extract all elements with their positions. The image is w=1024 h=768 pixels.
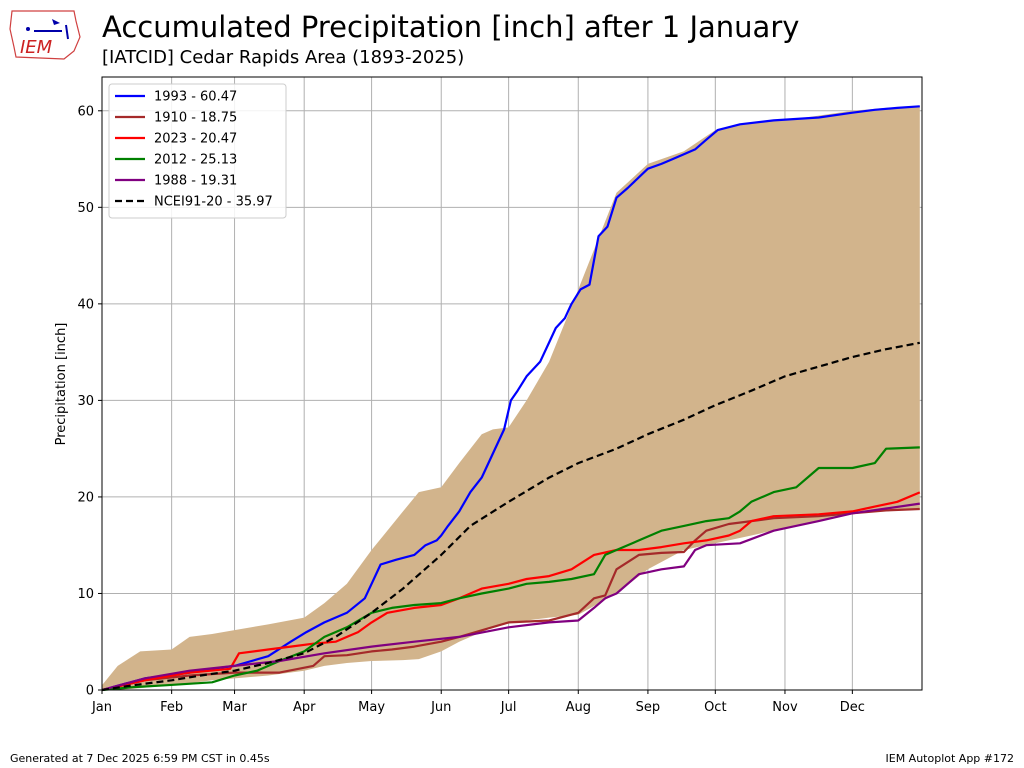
x-tick-label: Jun [430, 700, 451, 715]
x-tick-label: Jul [500, 700, 517, 715]
chart-subtitle: [IATCID] Cedar Rapids Area (1893-2025) [102, 47, 465, 68]
legend-entry: 1988 - 19.31 [154, 174, 237, 189]
legend-entry: 1910 - 18.75 [154, 111, 237, 126]
chart-title: Accumulated Precipitation [inch] after 1… [102, 10, 800, 44]
range-band [102, 106, 920, 690]
plot-frame [101, 76, 923, 691]
series-line-5 [101, 341, 921, 692]
series-layer [101, 105, 921, 692]
x-tick-label: Apr [293, 700, 316, 715]
x-tick-label: Jan [91, 700, 112, 715]
y-tick-label: 0 [86, 684, 94, 699]
series-line-2 [101, 491, 921, 692]
legend: 1993 - 60.47 1910 - 18.75 2023 - 20.47 2012… [108, 83, 287, 219]
legend-box [108, 83, 287, 219]
y-axis-label: Precipitation [inch] [54, 323, 69, 446]
series-line-0 [101, 105, 920, 692]
series-line-4 [101, 502, 920, 692]
x-tick-label: Sep [636, 700, 661, 715]
x-tick-label: Dec [840, 700, 865, 715]
y-tick-label: 60 [77, 104, 94, 119]
x-tick-label: Aug [566, 700, 591, 715]
legend-entry: 2012 - 25.13 [154, 153, 237, 168]
x-tick-label: Oct [704, 700, 726, 715]
y-tick-label: 50 [77, 201, 94, 216]
legend-entry: 1993 - 60.47 [154, 90, 237, 105]
app-footer: IEM Autoplot App #172 [885, 752, 1015, 765]
axis-layer: Jan Feb Mar Apr May Jun Jul Aug Sep Oct Nov Dec 0 10 2… [77, 104, 864, 715]
legend-entry: 2023 - 20.47 [154, 132, 237, 147]
x-tick-label: Feb [160, 700, 183, 715]
y-tick-label: 20 [77, 490, 94, 505]
x-tick-label: Nov [772, 700, 798, 715]
legend-entry: NCEI91-20 - 35.97 [154, 195, 273, 210]
iem-logo: IEM [8, 7, 84, 63]
x-tick-label: Mar [222, 700, 247, 715]
series-line-1 [101, 507, 920, 692]
generated-footer: Generated at 7 Dec 2025 6:59 PM CST in 0… [10, 752, 270, 765]
y-tick-label: 40 [77, 297, 94, 312]
x-tick-label: May [358, 700, 385, 715]
y-tick-label: 30 [77, 394, 94, 409]
logo-text: IEM [20, 37, 53, 58]
y-tick-label: 10 [77, 587, 94, 602]
